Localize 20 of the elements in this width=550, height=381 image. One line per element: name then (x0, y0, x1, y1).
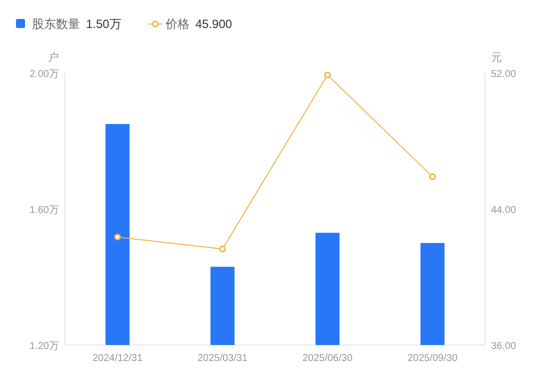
legend-label: 股东数量 (32, 17, 80, 31)
x-tick-label: 2025/09/30 (407, 353, 458, 364)
y2-axis-title: 元 (491, 52, 502, 64)
legend-label: 价格 (164, 17, 190, 31)
y-tick-label: 1.20万 (30, 341, 59, 352)
y2-tick-label: 52.00 (491, 69, 516, 80)
y2-tick-label: 44.00 (491, 205, 516, 216)
point (114, 234, 121, 240)
x-tick-label: 2025/06/30 (302, 353, 353, 364)
y2-tick-label: 36.00 (491, 341, 516, 352)
text: 1.50万 (86, 17, 122, 31)
point (429, 173, 436, 180)
text: 45.900 (195, 17, 232, 31)
point (324, 72, 331, 78)
y-tick-label: 2.00万 (30, 69, 59, 80)
y-tick-label: 1.60万 (30, 205, 59, 216)
x-tick-label: 2024/12/31 (92, 353, 143, 364)
y-axis-title: 户 (48, 51, 59, 64)
point (219, 246, 226, 252)
x-tick-label: 2025/03/31 (197, 353, 248, 364)
